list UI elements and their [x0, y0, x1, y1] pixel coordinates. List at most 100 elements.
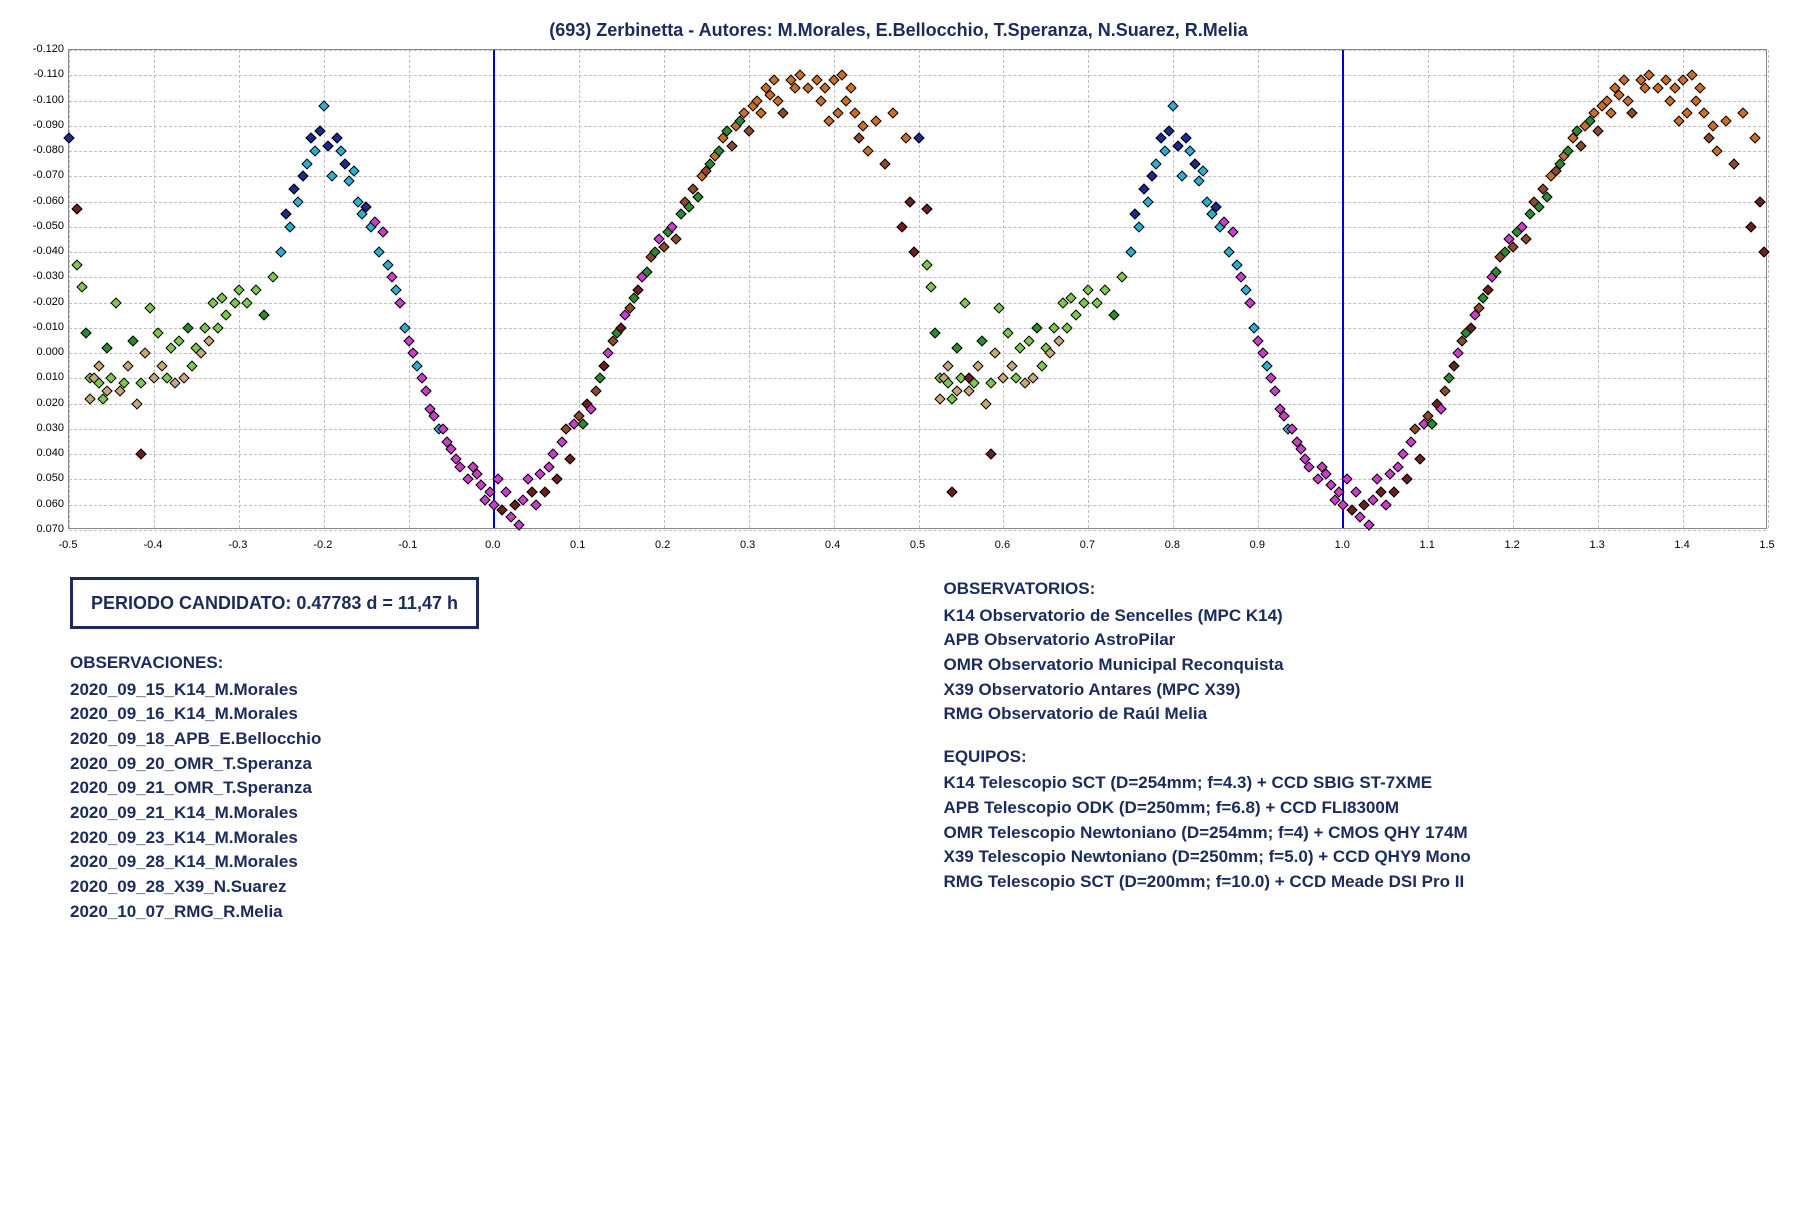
data-point: [887, 107, 898, 118]
data-point: [284, 221, 295, 232]
left-column: PERIODO CANDIDATO: 0.47783 d = 11,47 h O…: [70, 577, 904, 924]
xtick-label: 0.5: [910, 539, 925, 551]
data-point: [841, 95, 852, 106]
data-point: [930, 327, 941, 338]
data-point: [972, 360, 983, 371]
data-point: [63, 133, 74, 144]
data-point: [1053, 335, 1064, 346]
ytick-label: -0.020: [20, 296, 64, 308]
data-point: [1100, 284, 1111, 295]
data-point: [1363, 519, 1374, 530]
data-point: [1699, 107, 1710, 118]
xtick-label: -0.1: [398, 539, 417, 551]
data-point: [174, 335, 185, 346]
xtick-label: -0.3: [228, 539, 247, 551]
xtick-label: 0.0: [485, 539, 500, 551]
observation-entry: 2020_09_28_K14_M.Morales: [70, 850, 904, 875]
data-point: [182, 322, 193, 333]
observatories-list: K14 Observatorio de Sencelles (MPC K14)A…: [944, 604, 1778, 727]
data-point: [900, 133, 911, 144]
data-point: [1350, 486, 1361, 497]
equipment-heading: EQUIPOS:: [944, 745, 1778, 770]
data-point: [1355, 512, 1366, 523]
data-point: [1142, 196, 1153, 207]
data-point: [203, 335, 214, 346]
data-point: [943, 360, 954, 371]
ytick-label: 0.020: [20, 397, 64, 409]
observatory-entry: X39 Observatorio Antares (MPC X39): [944, 678, 1778, 703]
lightcurve-chart: -0.120-0.110-0.100-0.090-0.080-0.070-0.0…: [20, 49, 1777, 559]
observatory-entry: OMR Observatorio Municipal Reconquista: [944, 653, 1778, 678]
data-point: [539, 486, 550, 497]
data-point: [594, 373, 605, 384]
data-point: [1384, 469, 1395, 480]
data-point: [998, 373, 1009, 384]
data-point: [212, 322, 223, 333]
data-point: [339, 158, 350, 169]
data-point: [1244, 297, 1255, 308]
data-point: [815, 95, 826, 106]
data-point: [1393, 461, 1404, 472]
data-point: [896, 221, 907, 232]
data-point: [858, 120, 869, 131]
observations-list: 2020_09_15_K14_M.Morales2020_09_16_K14_M…: [70, 678, 904, 924]
data-point: [1592, 125, 1603, 136]
data-point: [127, 335, 138, 346]
data-point: [1452, 347, 1463, 358]
data-point: [1745, 221, 1756, 232]
data-point: [1690, 95, 1701, 106]
data-point: [1240, 284, 1251, 295]
data-point: [773, 95, 784, 106]
data-point: [535, 469, 546, 480]
observatory-entry: RMG Observatorio de Raúl Melia: [944, 702, 1778, 727]
ytick-label: -0.050: [20, 220, 64, 232]
data-point: [726, 140, 737, 151]
data-point: [1023, 335, 1034, 346]
data-point: [199, 322, 210, 333]
info-panel: PERIODO CANDIDATO: 0.47783 d = 11,47 h O…: [20, 577, 1777, 924]
data-point: [913, 133, 924, 144]
data-point: [943, 378, 954, 389]
plot-area: [68, 49, 1767, 529]
data-point: [1083, 284, 1094, 295]
data-point: [1325, 479, 1336, 490]
observation-entry: 2020_10_07_RMG_R.Melia: [70, 900, 904, 925]
data-point: [1669, 82, 1680, 93]
data-point: [811, 75, 822, 86]
data-point: [429, 411, 440, 422]
data-point: [904, 196, 915, 207]
data-point: [344, 176, 355, 187]
observation-entry: 2020_09_23_K14_M.Morales: [70, 826, 904, 851]
ytick-label: -0.010: [20, 321, 64, 333]
data-point: [756, 107, 767, 118]
data-point: [395, 297, 406, 308]
right-column: OBSERVATORIOS: K14 Observatorio de Sence…: [944, 577, 1778, 924]
data-point: [220, 310, 231, 321]
ytick-label: -0.120: [20, 43, 64, 55]
data-point: [1754, 196, 1765, 207]
data-point: [305, 133, 316, 144]
ytick-label: -0.060: [20, 195, 64, 207]
data-point: [1575, 140, 1586, 151]
data-point: [1151, 158, 1162, 169]
data-point: [1185, 145, 1196, 156]
data-point: [1146, 171, 1157, 182]
data-point: [1448, 360, 1459, 371]
data-point: [985, 449, 996, 460]
data-point: [671, 234, 682, 245]
data-point: [1397, 449, 1408, 460]
equipment-entry: K14 Telescopio SCT (D=254mm; f=4.3) + CC…: [944, 771, 1778, 796]
data-point: [1711, 145, 1722, 156]
data-point: [951, 342, 962, 353]
data-point: [1176, 171, 1187, 182]
data-point: [420, 385, 431, 396]
data-point: [259, 310, 270, 321]
data-point: [802, 82, 813, 93]
ytick-label: -0.040: [20, 245, 64, 257]
ytick-label: -0.030: [20, 270, 64, 282]
data-point: [412, 360, 423, 371]
data-point: [1070, 310, 1081, 321]
data-point: [310, 145, 321, 156]
xtick-label: 1.5: [1759, 539, 1774, 551]
data-point: [403, 335, 414, 346]
